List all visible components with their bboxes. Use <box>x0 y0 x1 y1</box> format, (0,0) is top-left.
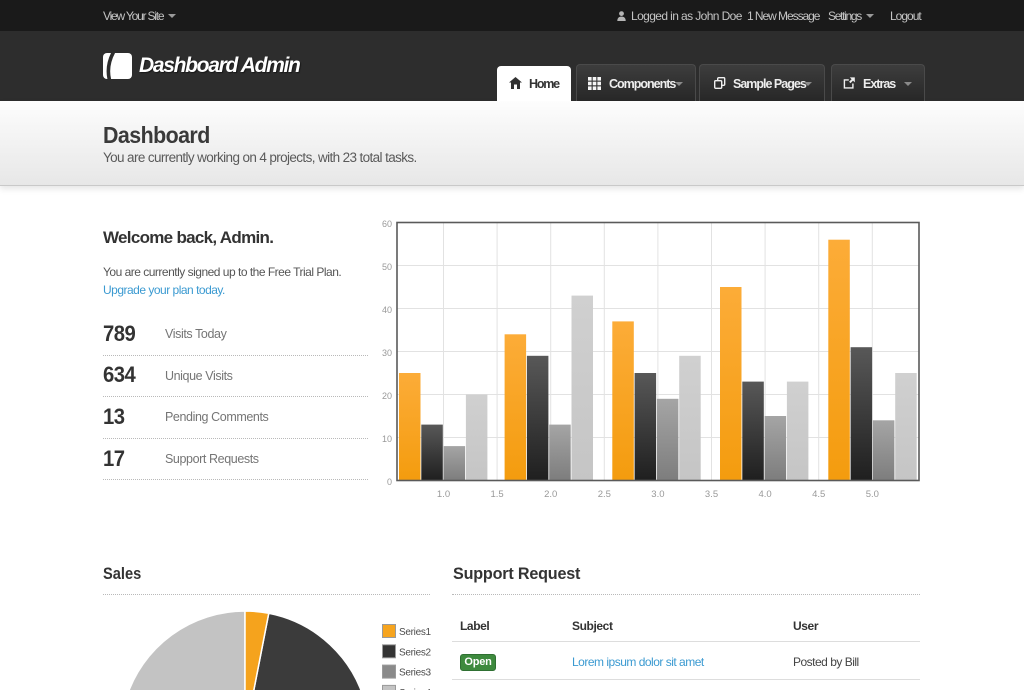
svg-text:10: 10 <box>382 434 392 444</box>
svg-text:30: 30 <box>382 348 392 358</box>
svg-text:3.5: 3.5 <box>705 489 718 500</box>
svg-text:1.0: 1.0 <box>437 489 450 500</box>
svg-text:1.5: 1.5 <box>490 489 503 500</box>
svg-text:Series3: Series3 <box>399 668 432 679</box>
svg-text:4.5: 4.5 <box>812 489 825 500</box>
svg-text:Series4: Series4 <box>399 688 432 690</box>
svg-text:60: 60 <box>382 219 392 229</box>
svg-text:3.0: 3.0 <box>651 489 664 500</box>
svg-text:Series1: Series1 <box>399 627 432 638</box>
svg-text:20: 20 <box>382 391 392 401</box>
svg-text:50: 50 <box>382 262 392 272</box>
svg-text:Series2: Series2 <box>399 647 432 658</box>
svg-text:4.0: 4.0 <box>758 489 771 500</box>
svg-text:0: 0 <box>387 477 392 487</box>
svg-text:2.5: 2.5 <box>598 489 611 500</box>
svg-text:2.0: 2.0 <box>544 489 557 500</box>
svg-text:40: 40 <box>382 305 392 315</box>
svg-text:5.0: 5.0 <box>866 489 879 500</box>
